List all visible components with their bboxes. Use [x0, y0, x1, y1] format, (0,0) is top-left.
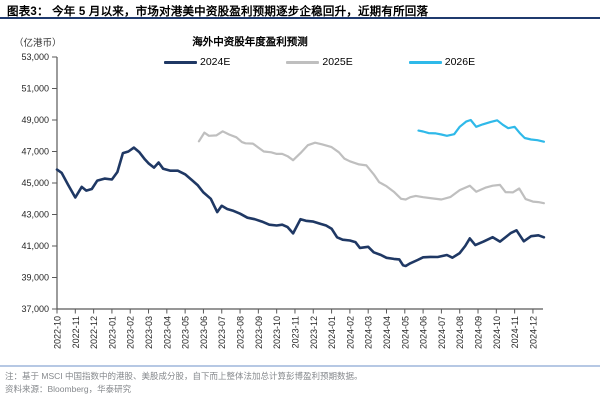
series-line-2025E — [197, 130, 546, 205]
x-axis-tick-label: 2024-07 — [437, 316, 447, 349]
legend-item-2025E: 2025E — [286, 56, 353, 68]
x-axis-tick-label: 2023-07 — [217, 316, 227, 349]
x-axis-tick-label: 2024-03 — [364, 316, 374, 349]
x-axis-tick-label: 2024-02 — [345, 316, 355, 349]
x-axis-tick-label: 2024-01 — [327, 316, 337, 349]
legend-swatch-2025E — [286, 60, 320, 64]
page-title: 图表3： 今年 5 月以来，市场对港美中资股盈利预期逐步企稳回升，近期有所回落 — [7, 6, 429, 18]
legend: 2024E 2025E 2026E — [164, 56, 475, 68]
x-axis-tick-label: 2023-05 — [181, 316, 191, 349]
x-axis-tick-label: 2024-10 — [492, 316, 502, 349]
source-note: 资料来源：Bloomberg，华泰研究 — [5, 384, 132, 394]
x-axis-tick-label: 2023-10 — [272, 316, 282, 349]
y-axis-tick-label: 39,000 — [21, 273, 49, 283]
y-axis-tick-label: 37,000 — [21, 304, 49, 314]
x-axis-tick-label: 2023-04 — [162, 316, 172, 349]
x-axis-tick-label: 2023-12 — [309, 316, 319, 349]
y-axis-tick-label: 51,000 — [21, 84, 49, 94]
x-axis-tick-label: 2023-11 — [290, 316, 300, 348]
y-axis-tick-label: 49,000 — [21, 115, 49, 125]
chart-title: 海外中资股年度盈利预测 — [192, 36, 308, 48]
legend-item-2026E: 2026E — [408, 56, 476, 68]
x-axis-tick-label: 2023-09 — [254, 316, 264, 349]
x-axis-tick-label: 2024-11 — [510, 316, 520, 348]
x-axis-tick-label: 2023-01 — [107, 316, 117, 349]
y-axis-tick-label: 45,000 — [21, 178, 49, 188]
x-axis-tick-label: 2023-02 — [126, 316, 136, 349]
series-line-2024E — [55, 146, 546, 268]
x-axis-tick-label: 2024-06 — [419, 316, 429, 349]
x-axis-tick-label: 2022-11 — [71, 316, 81, 348]
x-axis-tick-label: 2022-10 — [53, 316, 63, 349]
y-axis-tick-label: 47,000 — [21, 147, 49, 157]
legend-label: 2025E — [322, 56, 353, 68]
x-axis-tick-label: 2024-12 — [528, 316, 538, 349]
header-divider — [0, 17, 600, 19]
x-axis-tick-label: 2024-04 — [382, 316, 392, 349]
x-axis-tick-label: 2023-03 — [144, 316, 154, 349]
y-axis-tick-label: 43,000 — [21, 210, 49, 220]
legend-label: 2024E — [200, 56, 231, 68]
x-axis-tick-label: 2023-06 — [199, 316, 209, 349]
legend-item-2024E: 2024E — [164, 56, 230, 68]
y-axis-unit-label: （亿港币） — [14, 38, 62, 49]
footer-divider — [0, 365, 600, 367]
series-line-2026E — [417, 118, 546, 143]
x-axis-tick-label: 2024-05 — [400, 316, 410, 349]
legend-swatch-2026E — [408, 60, 442, 64]
axis-lines — [56, 57, 543, 310]
footnote: 注：基于 MSCI 中国指数中的港股、美股成分股，自下而上整体法加总计算彭博盈利… — [5, 371, 363, 381]
x-axis-tick-label: 2024-09 — [474, 316, 484, 349]
y-axis-tick-label: 41,000 — [21, 241, 49, 251]
y-axis-tick-label: 53,000 — [21, 52, 49, 62]
x-axis-tick-label: 2024-08 — [455, 316, 465, 349]
legend-label: 2026E — [444, 56, 476, 68]
legend-swatch-2024E — [164, 60, 197, 64]
x-axis-tick-label: 2022-12 — [89, 316, 99, 349]
x-axis-tick-label: 2023-08 — [236, 316, 246, 349]
